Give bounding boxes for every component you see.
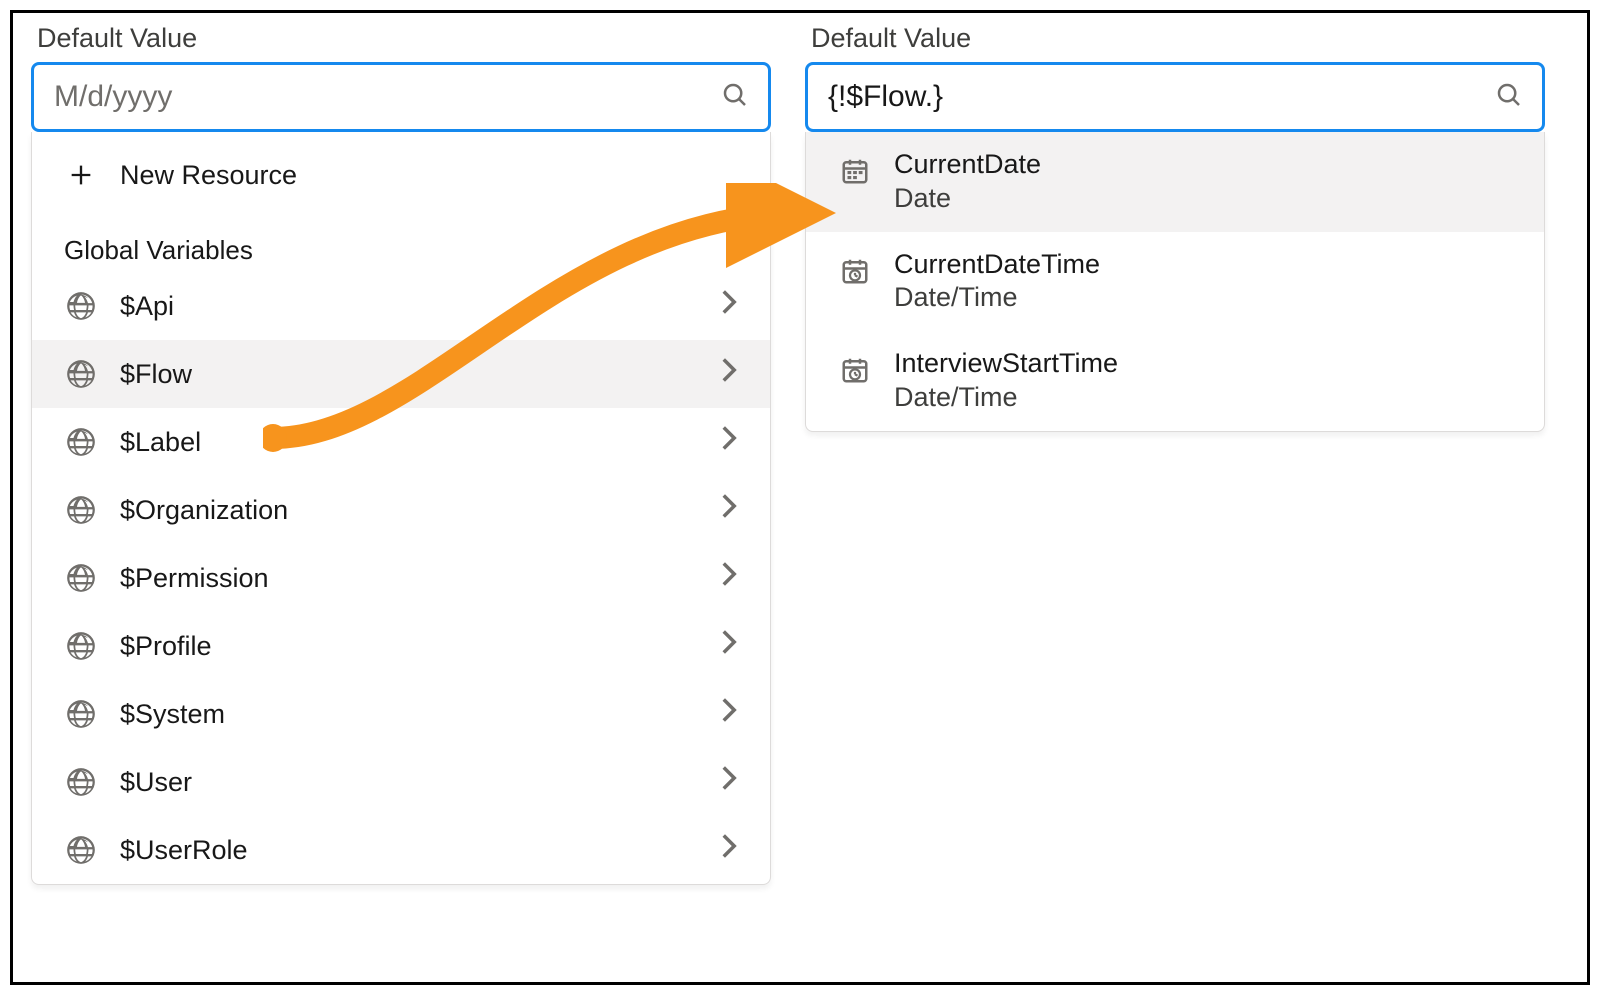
- new-resource-option[interactable]: New Resource: [32, 132, 770, 218]
- global-var-organization[interactable]: $Organization: [32, 476, 770, 544]
- global-var-userrole[interactable]: $UserRole: [32, 816, 770, 884]
- global-var-label: $User: [120, 767, 698, 798]
- global-var-profile[interactable]: $Profile: [32, 612, 770, 680]
- globe-icon: [64, 697, 98, 731]
- chevron-right-icon: [720, 696, 738, 732]
- datetime-icon: [838, 254, 872, 288]
- globe-icon: [64, 629, 98, 663]
- flow-item-title: CurrentDate: [894, 148, 1041, 182]
- globe-icon: [64, 561, 98, 595]
- global-var-user[interactable]: $User: [32, 748, 770, 816]
- right-panel: Default Value CurrentDateDateCurrentDate…: [805, 23, 1545, 432]
- global-var-permission[interactable]: $Permission: [32, 544, 770, 612]
- field-label-right: Default Value: [811, 23, 1545, 54]
- globe-icon: [64, 765, 98, 799]
- globe-icon: [64, 833, 98, 867]
- global-var-label: $Organization: [120, 495, 698, 526]
- default-value-input-right-wrap[interactable]: [805, 62, 1545, 132]
- search-icon: [1494, 80, 1524, 115]
- resource-dropdown-left: New Resource Global Variables $Api $Flow $…: [31, 132, 771, 885]
- global-var-api[interactable]: $Api: [32, 272, 770, 340]
- new-resource-label: New Resource: [120, 160, 297, 191]
- chevron-right-icon: [720, 492, 738, 528]
- global-var-label: $Permission: [120, 563, 698, 594]
- chevron-right-icon: [720, 832, 738, 868]
- default-value-input-left-wrap[interactable]: [31, 62, 771, 132]
- global-var-label[interactable]: $Label: [32, 408, 770, 476]
- chevron-right-icon: [720, 424, 738, 460]
- flow-item-currentdatetime[interactable]: CurrentDateTimeDate/Time: [806, 232, 1544, 332]
- left-panel: Default Value New Resource Global Variab…: [31, 23, 771, 885]
- chevron-right-icon: [720, 764, 738, 800]
- screenshot-frame: Default Value New Resource Global Variab…: [10, 10, 1590, 985]
- flow-item-type: Date: [894, 182, 1041, 216]
- date-icon: [838, 154, 872, 188]
- datetime-icon: [838, 353, 872, 387]
- plus-icon: [64, 158, 98, 192]
- globe-icon: [64, 357, 98, 391]
- globe-icon: [64, 289, 98, 323]
- global-var-label: $Label: [120, 427, 698, 458]
- global-var-label: $UserRole: [120, 835, 698, 866]
- global-var-label: $System: [120, 699, 698, 730]
- global-var-label: $Api: [120, 291, 698, 322]
- search-icon: [720, 80, 750, 115]
- flow-item-currentdate[interactable]: CurrentDateDate: [806, 132, 1544, 232]
- flow-item-type: Date/Time: [894, 281, 1100, 315]
- global-var-system[interactable]: $System: [32, 680, 770, 748]
- flow-item-type: Date/Time: [894, 381, 1118, 415]
- chevron-right-icon: [720, 560, 738, 596]
- flow-item-interviewstarttime[interactable]: InterviewStartTimeDate/Time: [806, 331, 1544, 431]
- chevron-right-icon: [720, 288, 738, 324]
- globe-icon: [64, 425, 98, 459]
- global-variables-header: Global Variables: [32, 218, 770, 272]
- chevron-right-icon: [720, 628, 738, 664]
- field-label-left: Default Value: [37, 23, 771, 54]
- default-value-input-left[interactable]: [52, 79, 720, 115]
- flow-items-dropdown: CurrentDateDateCurrentDateTimeDate/TimeI…: [805, 132, 1545, 432]
- flow-item-title: CurrentDateTime: [894, 248, 1100, 282]
- default-value-input-right[interactable]: [826, 79, 1494, 115]
- globe-icon: [64, 493, 98, 527]
- global-var-label: $Flow: [120, 359, 698, 390]
- chevron-right-icon: [720, 356, 738, 392]
- flow-item-title: InterviewStartTime: [894, 347, 1118, 381]
- global-var-flow[interactable]: $Flow: [32, 340, 770, 408]
- global-var-label: $Profile: [120, 631, 698, 662]
